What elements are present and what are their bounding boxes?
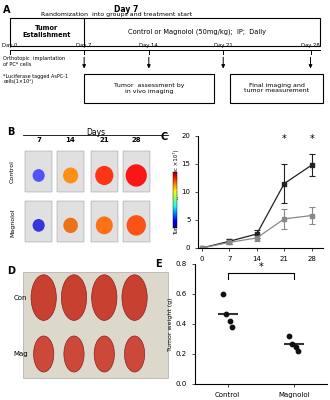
Bar: [23, 272, 168, 378]
Ellipse shape: [64, 336, 84, 372]
Point: [230, 324, 235, 330]
Ellipse shape: [126, 164, 147, 187]
Ellipse shape: [95, 166, 114, 185]
FancyBboxPatch shape: [10, 18, 320, 46]
Ellipse shape: [34, 336, 54, 372]
FancyBboxPatch shape: [84, 74, 214, 103]
Text: Control or Magnolol (50mg/kg);  IP;  Daily: Control or Magnolol (50mg/kg); IP; Daily: [128, 28, 266, 35]
Y-axis label: Tumor weight (g): Tumor weight (g): [168, 297, 173, 351]
Text: *: *: [282, 134, 286, 144]
Ellipse shape: [92, 275, 117, 320]
Text: Day 7: Day 7: [77, 43, 92, 48]
Text: 14: 14: [66, 137, 76, 143]
Text: Randomization  into groups and treatment start: Randomization into groups and treatment …: [41, 12, 192, 17]
Point: [227, 318, 232, 324]
Ellipse shape: [63, 218, 78, 233]
Ellipse shape: [94, 336, 115, 372]
Ellipse shape: [31, 275, 56, 320]
Text: Day 14: Day 14: [140, 43, 158, 48]
Text: Magnolol: Magnolol: [10, 208, 15, 237]
Point: [293, 343, 298, 350]
Text: Day 21: Day 21: [214, 43, 233, 48]
Point: [220, 291, 226, 297]
Text: A: A: [3, 4, 11, 14]
Ellipse shape: [122, 275, 147, 320]
Text: D: D: [7, 266, 15, 276]
Text: Control: Control: [10, 160, 15, 183]
Text: Day 7: Day 7: [114, 4, 138, 14]
Point: [296, 348, 301, 354]
Point: [289, 340, 294, 347]
Ellipse shape: [96, 216, 113, 234]
Text: Tumor
Estalishment: Tumor Estalishment: [23, 25, 71, 38]
Ellipse shape: [33, 219, 45, 232]
Text: Tumor  assessment by
in vivo imaging: Tumor assessment by in vivo imaging: [114, 83, 184, 94]
Text: Con: Con: [14, 294, 27, 301]
Ellipse shape: [63, 168, 78, 184]
Text: B: B: [7, 126, 14, 136]
Text: Day 0: Day 0: [2, 43, 17, 48]
Point: [286, 333, 292, 339]
Ellipse shape: [127, 215, 146, 236]
FancyBboxPatch shape: [230, 74, 323, 103]
Text: *: *: [258, 262, 263, 272]
Text: 28: 28: [131, 137, 141, 143]
Text: 21: 21: [99, 137, 109, 143]
Ellipse shape: [61, 275, 86, 320]
Ellipse shape: [33, 169, 45, 182]
Text: 7: 7: [36, 137, 41, 143]
Text: Day 28: Day 28: [301, 43, 320, 48]
X-axis label: Days: Days: [251, 267, 270, 276]
Text: E: E: [155, 259, 162, 269]
Text: *: *: [309, 134, 314, 144]
Ellipse shape: [124, 336, 145, 372]
Text: Days: Days: [86, 128, 105, 137]
Y-axis label: Tumor mass (photon/sec ×10⁷): Tumor mass (photon/sec ×10⁷): [173, 149, 179, 235]
Point: [223, 310, 228, 317]
Text: C: C: [160, 132, 168, 142]
Text: Mag: Mag: [14, 351, 28, 357]
Text: Final imaging and
tumor measurement: Final imaging and tumor measurement: [244, 83, 309, 94]
Text: *Luciferase tagged AsPC-1
cells(1×10⁶): *Luciferase tagged AsPC-1 cells(1×10⁶): [3, 74, 68, 84]
Text: Orthotopic  implantation
of PC* cells: Orthotopic implantation of PC* cells: [3, 56, 65, 67]
